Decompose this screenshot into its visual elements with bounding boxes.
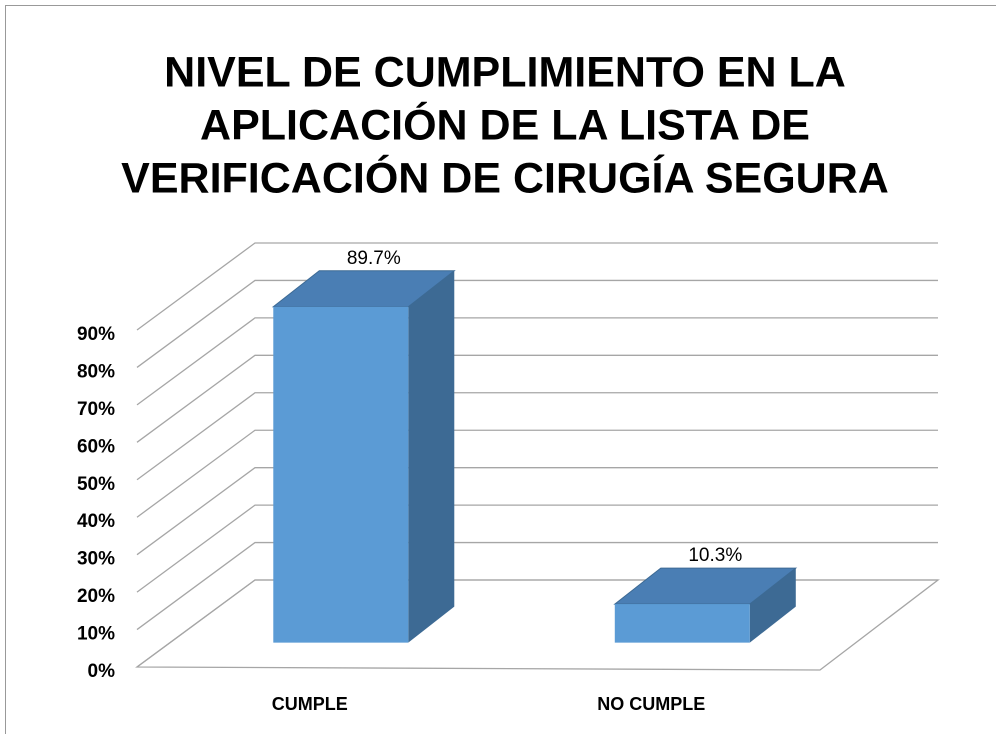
floor — [135, 579, 940, 671]
chart-border — [5, 5, 996, 734]
bar-side — [749, 568, 796, 643]
grid-line — [136, 392, 938, 481]
y-tick-label: 90% — [77, 324, 115, 345]
y-tick-label: 20% — [77, 586, 115, 607]
x-tick-label: CUMPLE — [272, 694, 348, 714]
bar — [614, 604, 750, 643]
bar — [273, 306, 409, 643]
y-tick-label: 80% — [77, 361, 115, 382]
grid-line — [136, 429, 938, 518]
x-tick-label: NO CUMPLE — [597, 694, 705, 714]
grid-line — [136, 317, 938, 406]
y-tick-label: 40% — [77, 511, 115, 532]
y-tick-label: 10% — [77, 624, 115, 645]
grid-line — [136, 279, 938, 368]
y-tick-label: 30% — [77, 549, 115, 570]
grid-line — [136, 242, 938, 331]
chart-title: APLICACIÓN DE LA LISTA DE — [200, 100, 810, 149]
value-label: 89.7% — [347, 248, 401, 269]
grid-line — [136, 354, 938, 443]
grid-line — [136, 541, 938, 631]
y-tick-label: 70% — [77, 399, 115, 420]
chart-title: NIVEL DE CUMPLIMIENTO EN LA — [164, 48, 846, 96]
grid-line — [136, 504, 938, 593]
value-label: 10.3% — [688, 545, 742, 566]
y-tick-label: 0% — [88, 661, 116, 682]
bar-side — [408, 270, 455, 643]
y-tick-label: 50% — [77, 474, 115, 495]
grid-line — [136, 579, 938, 668]
y-tick-label: 60% — [77, 436, 115, 457]
chart-title: VERIFICACIÓN DE CIRUGÍA SEGURA — [121, 153, 889, 202]
grid-line — [136, 467, 938, 556]
